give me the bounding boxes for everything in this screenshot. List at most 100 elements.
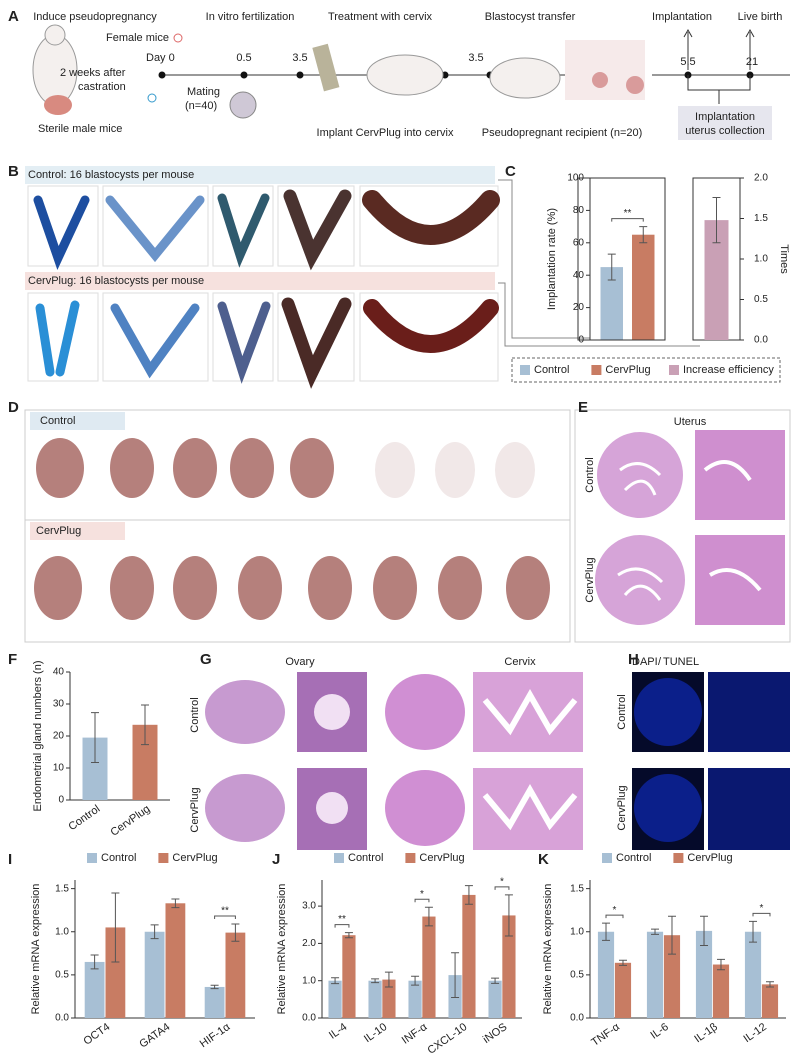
y-axis-label: Relative mRNA expression: [276, 884, 288, 1015]
panel-d: Control CervPlug: [24, 409, 571, 643]
legend-label: Control: [534, 364, 569, 376]
label-bg: [30, 412, 125, 430]
legend-label: Increase efficiency: [683, 364, 774, 376]
bar: [165, 903, 186, 1018]
significance-bracket: [605, 914, 624, 919]
y2-tick-label: 2.0: [754, 173, 768, 184]
error-bar: [411, 975, 420, 986]
legend-label: CervPlug: [605, 364, 650, 376]
bar: [632, 234, 655, 340]
error-bar: [331, 977, 340, 985]
label: Implantation: [695, 111, 755, 123]
y-tick-label: 30: [53, 699, 65, 710]
error-bar: [111, 892, 120, 963]
y-tick-label: 100: [567, 173, 584, 184]
y-tick-label: 0.5: [55, 970, 69, 981]
arrows: [683, 28, 755, 104]
panel-label: J: [272, 851, 280, 868]
bar: [502, 915, 516, 1018]
error-bar: [749, 920, 758, 943]
y-tick-label: 60: [573, 237, 585, 248]
label: Implant CervPlug into cervix: [317, 127, 454, 139]
x-tick-label: IL-4: [327, 1021, 349, 1042]
row-title: CervPlug: [584, 557, 596, 602]
label: (n=40): [185, 100, 217, 112]
row-title: Control: [616, 694, 628, 729]
y-tick-label: 1.5: [570, 883, 584, 894]
error-bar: [491, 977, 500, 984]
female-icon: [173, 33, 183, 43]
bar: [84, 961, 105, 1018]
label: uterus collection: [685, 125, 765, 137]
mouse-icon: [366, 54, 444, 96]
label: Pseudopregnant recipient (n=20): [482, 127, 643, 139]
label-bg: [30, 522, 125, 540]
y-tick-label: 1.0: [55, 926, 69, 937]
legend-swatch: [405, 853, 416, 863]
step: Treatment with cervix: [328, 11, 433, 23]
label: Female mice: [106, 32, 169, 44]
legend-label: Control: [348, 852, 383, 864]
error-bar: [231, 923, 240, 942]
connector: [498, 179, 700, 347]
y-axis-label: Implantation rate (%): [546, 208, 558, 310]
stain: TUNEL: [663, 656, 699, 668]
y-tick-label: 40: [53, 667, 65, 678]
label: Day 0: [146, 52, 175, 64]
stain: /: [658, 656, 662, 668]
error-bar: [607, 253, 616, 281]
error-bar: [651, 928, 660, 935]
error-bar: [90, 954, 99, 970]
significance-bracket: [214, 915, 236, 919]
bar: [761, 984, 779, 1018]
day: 0.5: [236, 52, 251, 64]
stain: DAPI: [632, 656, 658, 668]
row-title: Control: [40, 415, 75, 427]
legend-swatch: [158, 853, 169, 863]
panel-label: B: [8, 163, 19, 180]
label: Sterile male mice: [38, 123, 122, 135]
y-tick-label: 20: [53, 731, 65, 742]
error-bar: [91, 712, 99, 764]
uterus-images: [27, 185, 500, 389]
panel-label: F: [8, 651, 17, 668]
y-tick-label: 40: [573, 270, 585, 281]
error-bar: [700, 915, 709, 947]
panel-label: E: [578, 399, 588, 416]
bar: [368, 980, 382, 1018]
legend-swatch: [669, 365, 679, 375]
y-tick-label: 0.0: [302, 1013, 316, 1024]
label: 2 weeks after: [60, 67, 126, 79]
row-title: CervPlug: [616, 785, 628, 830]
header-bar: [25, 166, 495, 184]
x-tick-label: iNOS: [481, 1021, 509, 1046]
step: In vitro fertilization: [206, 11, 295, 23]
legend-swatch: [591, 365, 602, 375]
pups: [34, 438, 550, 620]
panel-label: A: [8, 8, 19, 25]
bar: [204, 986, 225, 1018]
error-bar: [150, 924, 159, 940]
panel-label: G: [200, 651, 212, 668]
panel-label: H: [628, 651, 639, 668]
legend-label: CervPlug: [687, 852, 732, 864]
error-bar: [344, 932, 353, 939]
legend-swatch: [87, 853, 97, 863]
label: Mating: [187, 86, 220, 98]
y-axis-label: Endometrial gland numbers (n): [32, 660, 44, 811]
bar: [342, 935, 356, 1018]
panel-b: Control: 16 blastocysts per mouse CervPl…: [25, 166, 700, 389]
x-tick-label: IL-1β: [692, 1021, 720, 1045]
bar: [382, 979, 396, 1018]
y-tick-label: 80: [573, 205, 585, 216]
significance: **: [338, 914, 346, 925]
row-title: Control: [189, 697, 201, 732]
day: 5.5: [680, 56, 695, 68]
bar: [488, 980, 502, 1018]
error-bar: [602, 922, 611, 941]
panel-a: Induce pseudopregnancy In vitro fertiliz…: [32, 11, 790, 140]
row-title: Control: [584, 457, 596, 492]
error-bar: [504, 894, 513, 937]
legend-swatch: [520, 365, 530, 375]
